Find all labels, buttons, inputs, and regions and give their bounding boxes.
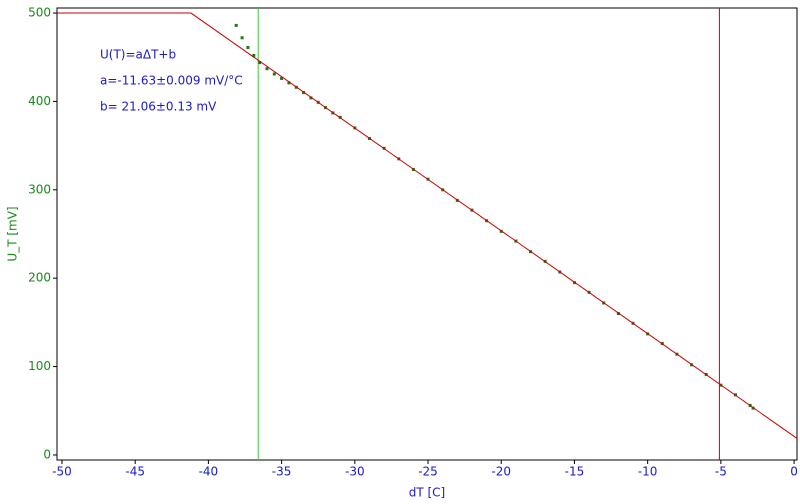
x-tick-label: -50 [52,465,72,479]
x-tick-label: -30 [345,465,365,479]
data-point [309,96,313,100]
annotation: U(T)=aΔT+b [100,48,176,62]
x-tick-label: 0 [790,465,798,479]
y-tick-label: 0 [43,447,51,461]
data-point [272,72,276,76]
x-tick-label: -5 [715,465,727,479]
x-tick-label: -40 [199,465,219,479]
data-point [280,76,284,80]
data-point [234,23,238,27]
data-point [258,61,262,65]
data-point [246,46,250,50]
data-point [240,36,244,40]
y-tick-label: 500 [28,6,51,20]
fit-line [57,12,798,439]
data-point [252,53,256,57]
y-axis-label: U_T [mV] [6,206,20,261]
x-tick-label: -10 [638,465,658,479]
y-tick-label: 400 [28,94,51,108]
y-tick-label: 200 [28,271,51,285]
y-tick-label: 100 [28,359,51,373]
data-point [287,81,291,85]
x-tick-label: -35 [272,465,292,479]
annotation: a=-11.63±0.009 mV/°C [100,74,243,88]
x-axis-label: dT [C] [409,486,446,500]
x-tick-label: -45 [125,465,145,479]
x-tick-label: -15 [565,465,585,479]
y-tick-label: 300 [28,182,51,196]
x-tick-label: -25 [418,465,438,479]
data-point [265,67,269,71]
annotation: b= 21.06±0.13 mV [100,100,217,114]
plot-frame [56,7,798,461]
x-tick-label: -20 [491,465,511,479]
